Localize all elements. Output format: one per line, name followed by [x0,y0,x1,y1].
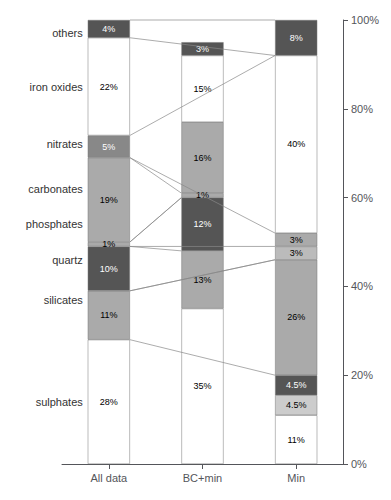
svg-text:11%: 11% [100,310,117,320]
svg-text:16%: 16% [193,153,211,163]
svg-text:8%: 8% [290,33,303,43]
svg-text:10%: 10% [100,264,118,274]
svg-text:40%: 40% [351,280,373,292]
svg-text:others: others [52,27,83,39]
svg-text:iron oxides: iron oxides [30,81,84,93]
svg-text:35%: 35% [193,381,211,391]
svg-text:11%: 11% [287,435,304,445]
svg-text:5%: 5% [102,142,115,152]
svg-text:13%: 13% [193,275,211,285]
svg-text:80%: 80% [351,103,373,115]
svg-text:Min: Min [287,472,305,484]
svg-text:4%: 4% [102,24,115,34]
svg-text:3%: 3% [196,44,209,54]
svg-text:100%: 100% [351,14,379,26]
svg-text:4.5%: 4.5% [286,400,307,410]
svg-text:60%: 60% [351,192,373,204]
svg-text:1%: 1% [196,190,209,201]
svg-text:26%: 26% [287,312,305,322]
svg-text:19%: 19% [100,195,118,205]
svg-text:sulphates: sulphates [36,396,84,408]
svg-text:20%: 20% [351,369,373,381]
svg-text:nitrates: nitrates [47,138,84,150]
svg-text:phosphates: phosphates [26,218,83,230]
svg-text:3%: 3% [290,235,303,245]
svg-text:22%: 22% [100,82,118,92]
svg-text:40%: 40% [287,139,305,149]
svg-text:12%: 12% [193,219,211,229]
svg-text:15%: 15% [193,83,212,94]
svg-text:All data: All data [90,472,128,484]
svg-text:carbonates: carbonates [28,183,83,195]
svg-text:0%: 0% [351,458,367,470]
svg-text:1%: 1% [102,239,115,249]
svg-text:BC+min: BC+min [183,472,222,484]
svg-text:3%: 3% [290,248,303,258]
svg-text:4.5%: 4.5% [286,380,307,390]
svg-text:28%: 28% [100,397,118,407]
svg-text:silicates: silicates [44,294,84,306]
svg-text:quartz: quartz [52,254,83,266]
